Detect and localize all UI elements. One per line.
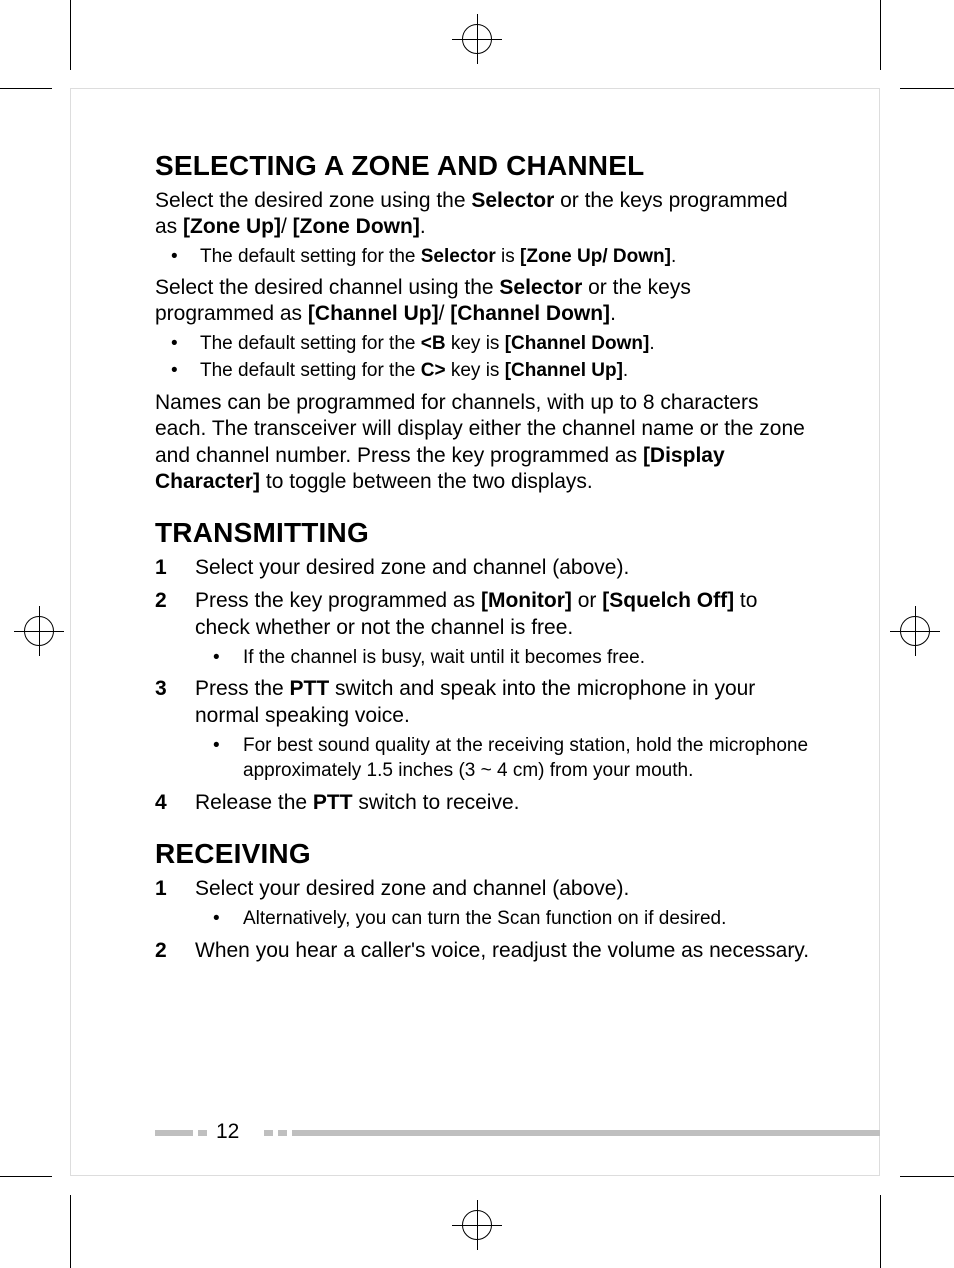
para: Select the desired zone using the Select… xyxy=(155,188,810,241)
page-number: 12 xyxy=(216,1120,239,1144)
text-bold: [Channel Down] xyxy=(450,302,610,325)
text: switch to receive. xyxy=(353,791,520,814)
text: Select your desired zone and channel (ab… xyxy=(195,556,629,579)
text: key is xyxy=(446,360,505,381)
text-bold: [Squelch Off] xyxy=(602,589,734,612)
para: Names can be programmed for channels, wi… xyxy=(155,390,810,495)
list-item: 2 When you hear a caller's voice, readju… xyxy=(155,938,810,965)
crop-mark xyxy=(900,88,954,89)
numbered-list: 1 Select your desired zone and channel (… xyxy=(155,876,810,964)
text: The default setting for the xyxy=(200,246,421,267)
text: Press the xyxy=(195,677,290,700)
text: When you hear a caller's voice, readjust… xyxy=(195,939,809,962)
registration-mark-icon xyxy=(14,606,64,656)
heading-receiving: RECEIVING xyxy=(155,838,810,870)
text: Alternatively, you can turn the Scan fun… xyxy=(243,908,726,929)
text-bold: C> xyxy=(421,360,446,381)
text: or xyxy=(572,589,602,612)
text: . xyxy=(671,246,676,267)
list-item: For best sound quality at the receiving … xyxy=(195,734,810,783)
text: Select your desired zone and channel (ab… xyxy=(195,877,629,900)
text: Release the xyxy=(195,791,313,814)
numbered-list: 1 Select your desired zone and channel (… xyxy=(155,555,810,816)
sub-bullet-list: Alternatively, you can turn the Scan fun… xyxy=(195,907,810,932)
step-number: 1 xyxy=(155,876,167,903)
page-footer: 12 xyxy=(0,1118,954,1142)
step-number: 2 xyxy=(155,938,167,965)
text-bold: [Channel Up] xyxy=(308,302,439,325)
heading-transmitting: TRANSMITTING xyxy=(155,517,810,549)
text: . xyxy=(420,215,426,238)
text: / xyxy=(439,302,451,325)
para: Select the desired channel using the Sel… xyxy=(155,275,810,328)
crop-mark xyxy=(0,88,52,89)
crop-mark xyxy=(70,0,71,70)
list-item: The default setting for the C> key is [C… xyxy=(155,359,810,384)
text: Select the desired zone using the xyxy=(155,189,471,212)
text-bold: Selector xyxy=(421,246,496,267)
text: . xyxy=(610,302,616,325)
step-number: 4 xyxy=(155,790,167,817)
list-item: 2 Press the key programmed as [Monitor] … xyxy=(155,588,810,670)
text-bold: [Zone Down] xyxy=(293,215,420,238)
list-item: If the channel is busy, wait until it be… xyxy=(195,646,810,671)
text-bold: <B xyxy=(421,333,446,354)
list-item: 1 Select your desired zone and channel (… xyxy=(155,555,810,582)
text: The default setting for the xyxy=(200,360,421,381)
list-item: 1 Select your desired zone and channel (… xyxy=(155,876,810,932)
text-bold: Selector xyxy=(499,276,582,299)
text: / xyxy=(281,215,293,238)
text: Press the key programmed as xyxy=(195,589,481,612)
text: to toggle between the two displays. xyxy=(260,470,593,493)
text-bold: [Monitor] xyxy=(481,589,572,612)
step-number: 2 xyxy=(155,588,167,615)
text-bold: [Zone Up] xyxy=(183,215,281,238)
bullet-list: The default setting for the Selector is … xyxy=(155,245,810,270)
crop-mark xyxy=(900,1176,954,1177)
footer-segment xyxy=(278,1130,287,1136)
text-bold: PTT xyxy=(290,677,330,700)
text-bold: [Channel Up] xyxy=(505,360,623,381)
text: If the channel is busy, wait until it be… xyxy=(243,647,645,668)
crop-mark xyxy=(880,0,881,70)
bullet-list: The default setting for the <B key is [C… xyxy=(155,332,810,384)
text: The default setting for the xyxy=(200,333,421,354)
list-item: 3 Press the PTT switch and speak into th… xyxy=(155,676,810,783)
list-item: The default setting for the Selector is … xyxy=(155,245,810,270)
heading-selecting: SELECTING A ZONE AND CHANNEL xyxy=(155,150,810,182)
text: For best sound quality at the receiving … xyxy=(243,735,808,781)
footer-segment xyxy=(198,1130,207,1136)
text: is xyxy=(496,246,520,267)
text-bold: Selector xyxy=(471,189,554,212)
list-item: 4 Release the PTT switch to receive. xyxy=(155,790,810,817)
step-number: 1 xyxy=(155,555,167,582)
registration-mark-icon xyxy=(452,14,502,64)
text: . xyxy=(623,360,628,381)
registration-mark-icon xyxy=(890,606,940,656)
step-number: 3 xyxy=(155,676,167,703)
footer-segment xyxy=(264,1130,273,1136)
crop-mark xyxy=(880,1195,881,1268)
text: key is xyxy=(446,333,505,354)
footer-segment xyxy=(292,1130,880,1136)
list-item: The default setting for the <B key is [C… xyxy=(155,332,810,357)
crop-mark xyxy=(0,1176,52,1177)
list-item: Alternatively, you can turn the Scan fun… xyxy=(195,907,810,932)
crop-mark xyxy=(70,1195,71,1268)
text-bold: [Zone Up/ Down] xyxy=(520,246,671,267)
sub-bullet-list: For best sound quality at the receiving … xyxy=(195,734,810,783)
text-bold: [Channel Down] xyxy=(505,333,650,354)
text: Select the desired channel using the xyxy=(155,276,499,299)
registration-mark-icon xyxy=(452,1200,502,1250)
footer-segment xyxy=(155,1130,193,1136)
text: . xyxy=(649,333,654,354)
text-bold: PTT xyxy=(313,791,353,814)
sub-bullet-list: If the channel is busy, wait until it be… xyxy=(195,646,810,671)
page-content: SELECTING A ZONE AND CHANNEL Select the … xyxy=(155,150,810,971)
